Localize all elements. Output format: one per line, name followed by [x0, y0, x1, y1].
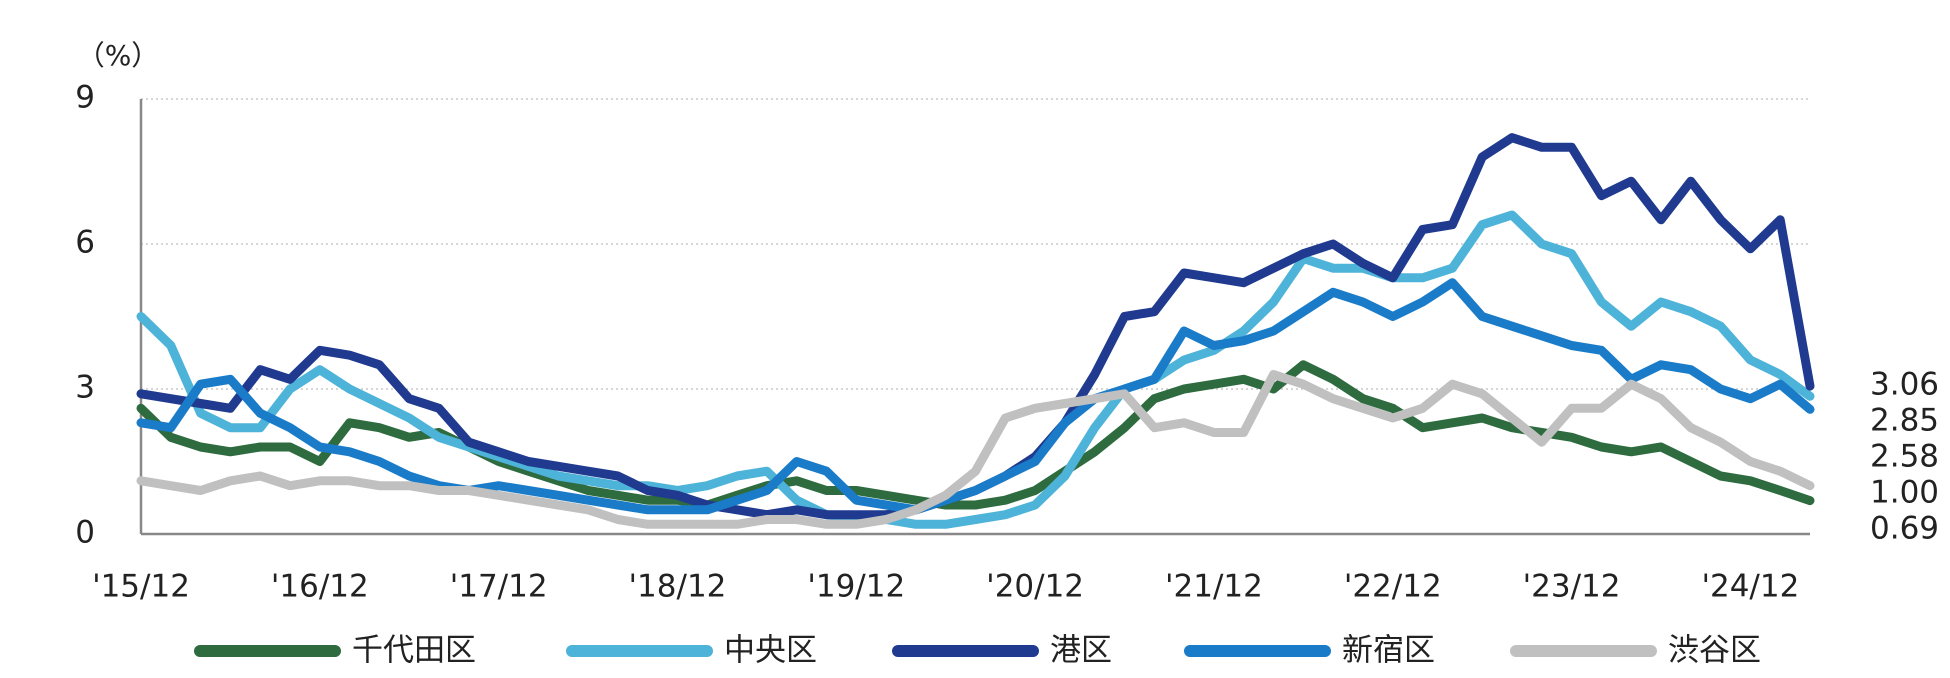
legend-item: 千代田区 [194, 633, 476, 669]
series-line [136, 210, 1815, 529]
legend-label: 新宿区 [1342, 633, 1435, 669]
legend-item: 港区 [892, 633, 1112, 669]
x-tick-label: '17/12 [450, 569, 548, 605]
legend-label: 千代田区 [352, 633, 476, 669]
end-label: 2.85 [1870, 403, 1939, 439]
x-tick-label: '18/12 [629, 569, 727, 605]
end-label: 3.06 [1870, 367, 1939, 403]
end-label: 0.69 [1870, 511, 1939, 547]
x-tick-label: '20/12 [986, 569, 1084, 605]
x-tick-label: '22/12 [1344, 569, 1442, 605]
y-tick-label: 3 [75, 370, 95, 406]
x-tick-label: '24/12 [1701, 569, 1799, 605]
series-line [136, 133, 1815, 520]
legend-label: 渋谷区 [1668, 633, 1761, 669]
legend-item: 中央区 [566, 633, 817, 669]
legend-item: 渋谷区 [1510, 633, 1761, 669]
legend-label: 中央区 [724, 633, 817, 669]
end-label: 2.58 [1870, 439, 1939, 475]
y-tick-label: 0 [75, 515, 95, 551]
y-tick-label: 9 [75, 80, 95, 116]
y-unit: （%） [77, 39, 160, 72]
y-tick-label: 6 [75, 225, 95, 261]
x-tick-label: '16/12 [271, 569, 369, 605]
legend-label: 港区 [1050, 633, 1112, 669]
x-tick-label: '23/12 [1523, 569, 1621, 605]
x-tick-label: '21/12 [1165, 569, 1263, 605]
end-label: 1.00 [1870, 475, 1939, 511]
legend-item: 新宿区 [1184, 633, 1435, 669]
series-line [136, 370, 1815, 529]
series-line [136, 278, 1815, 515]
x-tick-label: '19/12 [807, 569, 905, 605]
x-tick-label: '15/12 [92, 569, 190, 605]
